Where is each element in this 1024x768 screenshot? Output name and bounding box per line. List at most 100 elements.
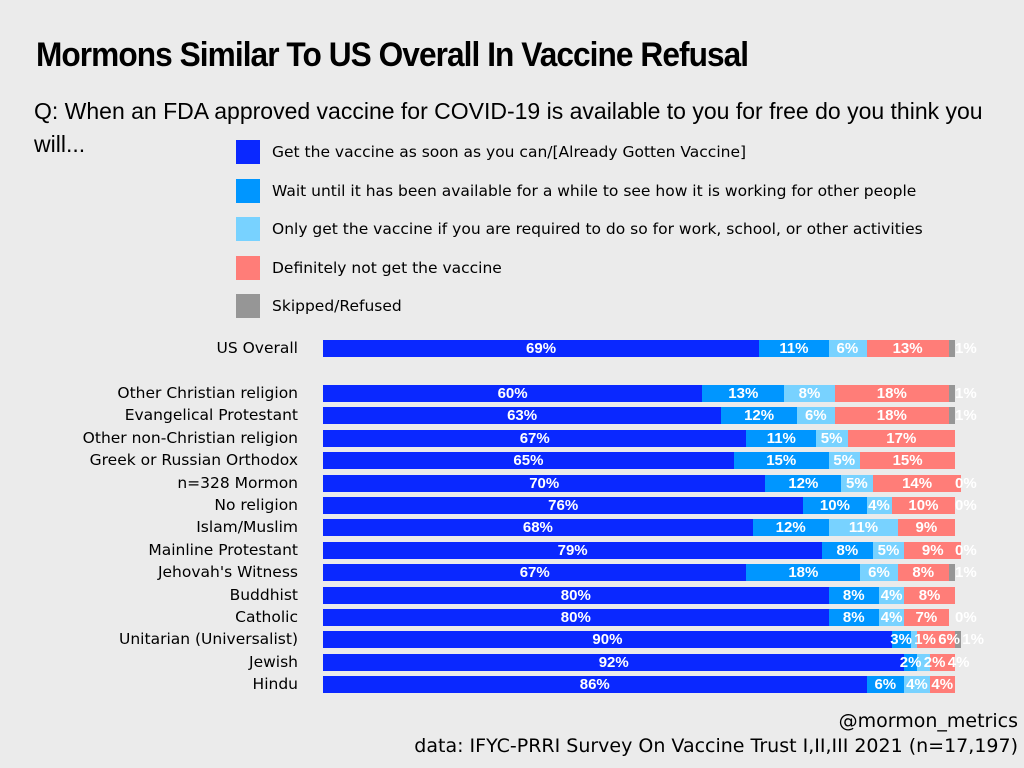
legend-swatch [236, 140, 260, 164]
data-label: 6% [938, 631, 960, 649]
bar-segment [828, 586, 880, 604]
bar-segment [948, 340, 955, 357]
bar-segment [948, 407, 955, 425]
bar-segment [879, 609, 905, 626]
legend-swatch [236, 217, 260, 241]
category-label: Catholic [235, 608, 298, 626]
data-label: 1% [914, 631, 936, 649]
bar-segment [879, 586, 905, 604]
data-label: 68% [522, 519, 553, 537]
bar-segment [323, 452, 734, 470]
legend-label: Definitely not get the vaccine [272, 258, 502, 277]
bar-segment [323, 407, 722, 425]
bar-segment [841, 474, 873, 492]
legend-item: Skipped/Refused [236, 294, 402, 318]
data-label: 4% [880, 609, 903, 626]
legend-label: Only get the vaccine if you are required… [272, 220, 923, 238]
bar-segment [746, 564, 861, 582]
data-label: 4% [931, 676, 954, 694]
bar-segment [866, 676, 905, 694]
data-label: 1% [955, 407, 977, 425]
bar-segment [872, 474, 962, 492]
bar-segment [828, 519, 899, 537]
bar-segment [917, 631, 955, 649]
data-label: 12% [775, 519, 806, 537]
bar-segment [797, 407, 835, 425]
bar-segment [929, 653, 955, 671]
bar-segment [948, 385, 955, 402]
bar-segment [323, 586, 829, 604]
data-label: 8% [918, 586, 941, 604]
bar-segment [872, 541, 905, 559]
chart-subtitle: Q: When an FDA approved vaccine for COVI… [34, 98, 983, 157]
bar-segment [860, 564, 899, 582]
bar-segment [323, 541, 823, 559]
data-label: 11% [779, 340, 809, 357]
data-label: 4% [868, 497, 890, 514]
bar-segment [752, 519, 829, 537]
bar-segment [815, 429, 848, 447]
data-label: 9% [921, 541, 944, 559]
bar-segment [948, 564, 955, 582]
bar-segment [910, 631, 918, 649]
bar-segment [323, 609, 829, 626]
bar-segment [784, 385, 835, 402]
bar-segment [765, 474, 842, 492]
category-label: Other Christian religion [117, 384, 298, 402]
bar-segment [891, 497, 955, 514]
bar-segment [828, 452, 861, 470]
category-label: n=328 Mormon [177, 473, 298, 492]
category-label: Buddhist [229, 585, 298, 604]
data-label: 13% [892, 340, 923, 357]
bar-segment [323, 385, 703, 402]
data-label: 2% [923, 653, 946, 671]
data-label: 1% [955, 564, 977, 582]
bar-segment [860, 452, 955, 470]
data-label: 1% [955, 385, 977, 402]
bar-segment [955, 631, 962, 649]
data-label: 18% [876, 385, 907, 402]
data-label: 15% [766, 452, 797, 470]
data-label: 2% [899, 653, 922, 671]
bar-segment [323, 564, 747, 582]
legend-item: Definitely not get the vaccine [236, 255, 502, 280]
legend-label: Skipped/Refused [272, 297, 402, 315]
category-label: Other non-Christian religion [82, 428, 298, 447]
data-label: 90% [592, 631, 623, 649]
bar-segment [721, 407, 797, 425]
data-label: 4% [880, 586, 903, 604]
data-label: 3% [890, 631, 912, 649]
category-label: Mainline Protestant [148, 540, 298, 559]
data-label: 0% [955, 497, 977, 514]
category-label: Jehovah's Witness [157, 563, 298, 582]
bar-segment [822, 541, 873, 559]
bar-segment [828, 609, 880, 626]
category-label: No religion [214, 496, 298, 514]
data-label: 8% [842, 609, 865, 626]
data-label: 10% [908, 497, 939, 514]
bar-segment [898, 564, 949, 582]
bar-segment [323, 631, 892, 649]
data-label: 5% [833, 452, 856, 470]
data-label: 65% [513, 452, 544, 470]
data-label: 80% [560, 586, 591, 604]
legend-item: Wait until it has been available for a w… [236, 178, 916, 203]
bar-segment [323, 340, 760, 357]
bar-segment [866, 340, 949, 357]
author-handle: @mormon_metrics [838, 710, 1018, 732]
bar-segment [834, 385, 949, 402]
data-label: 70% [529, 474, 560, 492]
data-label: 8% [912, 564, 935, 582]
bar-segment [733, 452, 829, 470]
bar-segment [834, 407, 949, 425]
legend-label: Get the vaccine as soon as you can/[Alre… [272, 143, 747, 161]
legend-item: Get the vaccine as soon as you can/[Alre… [236, 140, 746, 164]
data-label: 12% [744, 407, 775, 425]
data-label: 5% [877, 541, 900, 559]
data-label: 18% [788, 564, 819, 582]
data-label: 12% [788, 474, 819, 492]
data-label: 11% [848, 519, 879, 537]
bar-segment [746, 429, 816, 447]
category-label: Hindu [252, 675, 298, 694]
bar-segment [929, 676, 955, 694]
